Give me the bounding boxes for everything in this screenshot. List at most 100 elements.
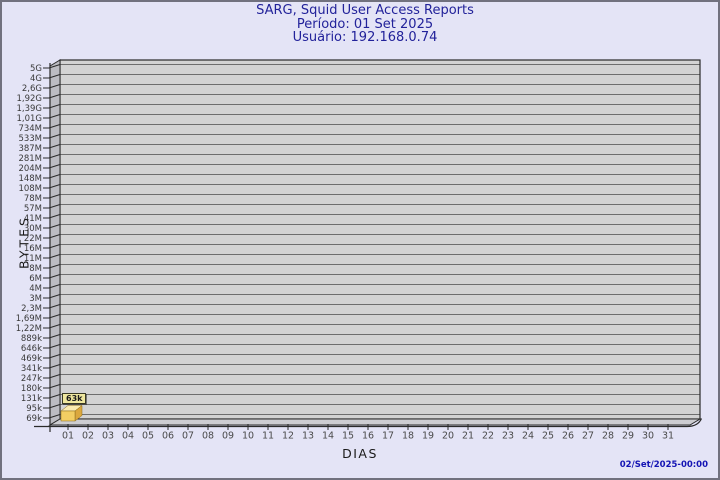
x-tick-label: 26 — [562, 431, 574, 442]
chart-subtitle-period: Período: 01 Set 2025 — [296, 16, 434, 32]
report-timestamp: 02/Set/2025-00:00 — [619, 460, 708, 470]
plot-backwall — [60, 60, 700, 419]
y-tick-label: 1,69M — [16, 314, 42, 324]
x-tick-label: 21 — [462, 431, 474, 442]
y-tick-label: 533M — [18, 134, 42, 144]
bar-value-tooltip: 63k — [62, 393, 87, 404]
x-tick-label: 12 — [282, 431, 294, 442]
y-tick-label: 4G — [30, 74, 42, 84]
x-tick-label: 30 — [642, 431, 654, 442]
y-tick-label: 16M — [24, 244, 42, 254]
y-tick-label: 148M — [18, 174, 42, 184]
y-tick-mark — [43, 244, 61, 249]
y-tick-label: 69k — [26, 414, 42, 424]
y-tick-label: 2,3M — [21, 304, 42, 314]
y-tick-label: 8M — [29, 264, 42, 274]
x-tick-label: 14 — [322, 431, 334, 442]
x-tick-label: 11 — [262, 431, 274, 442]
y-tick-mark — [43, 314, 61, 319]
y-tick-mark — [43, 354, 61, 359]
y-tick-mark — [43, 144, 61, 149]
y-tick-label: 5G — [30, 64, 42, 74]
x-tick-label: 03 — [102, 431, 114, 442]
y-tick-mark — [43, 294, 61, 299]
y-tick-label: 2,6G — [22, 84, 42, 94]
y-tick-mark — [43, 114, 61, 119]
y-tick-mark — [43, 154, 61, 159]
x-tick-label: 23 — [502, 431, 514, 442]
y-tick-label: 108M — [18, 184, 42, 194]
x-tick-label: 18 — [402, 431, 414, 442]
y-tick-mark — [43, 404, 61, 409]
y-tick-label: 204M — [18, 164, 42, 174]
y-tick-mark — [43, 254, 61, 259]
y-tick-label: 387M — [18, 144, 42, 154]
y-tick-mark — [43, 304, 61, 309]
x-tick-label: 08 — [202, 431, 214, 442]
y-tick-mark — [43, 84, 61, 89]
x-tick-label: 19 — [422, 431, 434, 442]
y-tick-mark — [43, 214, 61, 219]
y-tick-mark — [43, 204, 61, 209]
x-axis-title: DIAS — [342, 446, 378, 461]
y-tick-label: 1,22M — [16, 324, 42, 334]
y-tick-mark — [43, 184, 61, 189]
y-tick-label: 78M — [24, 194, 42, 204]
y-tick-label: 57M — [24, 204, 42, 214]
x-tick-label: 16 — [362, 431, 374, 442]
gridlines-layer — [60, 64, 700, 415]
x-tick-label: 27 — [582, 431, 594, 442]
y-tick-mark — [43, 164, 61, 169]
x-tick-label: 29 — [622, 431, 634, 442]
y-tick-label: 1,92G — [16, 94, 42, 104]
y-tick-label: 41M — [24, 214, 42, 224]
y-tick-mark — [43, 334, 61, 339]
y-tick-label: 247k — [21, 374, 42, 384]
y-tick-mark — [43, 414, 61, 419]
y-tick-label: 889k — [21, 334, 42, 344]
y-tick-mark — [43, 264, 61, 269]
y-tick-label: 30M — [24, 224, 42, 234]
x-axis-line — [34, 418, 703, 428]
x-tick-label: 20 — [442, 431, 454, 442]
y-tick-label: 469k — [21, 354, 42, 364]
y-tick-label: 22M — [24, 234, 42, 244]
x-tick-label: 01 — [62, 431, 74, 442]
x-tick-label: 22 — [482, 431, 494, 442]
chart-subtitle-user: Usuário: 192.168.0.74 — [292, 30, 438, 45]
y-tick-mark — [43, 324, 61, 329]
x-tick-label: 25 — [542, 431, 554, 442]
bar-front-face — [60, 410, 76, 422]
y-tick-label: 341k — [21, 364, 42, 374]
y-tick-label: 6M — [29, 274, 42, 284]
y-tick-mark — [43, 374, 61, 379]
y-tick-label: 131k — [21, 394, 42, 404]
x-tick-label: 13 — [302, 431, 314, 442]
x-axis-ticks: 01 02 03 04 05 06 07 08 09 10 11 12 13 14 15 16 17 18 19 20… — [62, 424, 674, 442]
y-axis-title: BYTES — [16, 215, 32, 269]
x-tick-label: 17 — [382, 431, 394, 442]
x-tick-label: 02 — [82, 431, 94, 442]
y-tick-label: 1,01G — [16, 114, 42, 124]
y-tick-mark — [43, 224, 61, 229]
y-tick-mark — [43, 124, 61, 129]
y-tick-label: 180k — [21, 384, 42, 394]
y-tick-mark — [43, 384, 61, 389]
plot-floor — [48, 418, 702, 426]
y-tick-mark — [43, 134, 61, 139]
y-tick-label: 281M — [18, 154, 42, 164]
x-tick-label: 04 — [122, 431, 134, 442]
y-tick-mark — [43, 394, 61, 399]
y-tick-label: 4M — [29, 284, 42, 294]
x-tick-label: 07 — [182, 431, 194, 442]
y-axis-ticks: 5G4G2,6G1,92G1,39G1,01G734M533M387M281M2… — [16, 64, 61, 424]
x-tick-label: 06 — [162, 431, 174, 442]
y-tick-mark — [43, 194, 61, 199]
y-tick-mark — [43, 284, 61, 289]
y-tick-mark — [43, 274, 61, 279]
x-tick-label: 31 — [662, 431, 674, 442]
x-tick-label: 15 — [342, 431, 354, 442]
chart-header: SARG, Squid User Access Reports Período:… — [2, 4, 718, 45]
